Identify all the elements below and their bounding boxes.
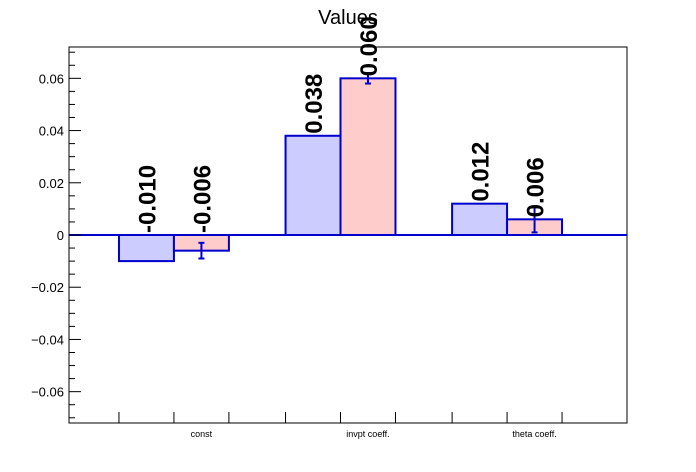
chart-title: Values — [318, 7, 378, 29]
bar-invpt-coeff--s2 — [339, 77, 397, 237]
bar-const-s1 — [117, 234, 175, 263]
y-tick-label: −0.02 — [31, 280, 64, 295]
y-tick-label: 0.06 — [39, 71, 64, 86]
data-label: 0.060 — [356, 16, 383, 76]
y-tick-label: −0.04 — [31, 332, 64, 347]
y-tick-label: 0 — [57, 228, 64, 243]
data-label: 0.006 — [523, 157, 550, 217]
data-label: -0.010 — [134, 165, 161, 233]
bar-theta-coeff--s1 — [451, 202, 509, 237]
y-tick-label: −0.06 — [31, 385, 64, 400]
data-labels-layer: -0.010 -0.006 0.038 0.060 0.012 0.006 — [134, 16, 549, 233]
data-label: 0.038 — [301, 74, 328, 134]
bar-invpt-coeff--s1 — [284, 134, 342, 236]
bars-layer — [117, 77, 564, 263]
y-axis: −0.06 −0.04 −0.02 0 0.02 0.04 0.06 — [31, 51, 81, 419]
x-category-label: invpt coeff. — [346, 429, 389, 439]
data-label: -0.006 — [189, 165, 216, 233]
y-tick-label: 0.02 — [39, 176, 64, 191]
x-category-label: theta coeff. — [512, 429, 556, 439]
x-axis: const invpt coeff. theta coeff. — [118, 412, 563, 439]
error-bars-layer — [198, 72, 538, 260]
x-category-label: const — [191, 429, 213, 439]
data-label: 0.012 — [468, 142, 495, 202]
y-tick-label: 0.04 — [39, 124, 64, 139]
